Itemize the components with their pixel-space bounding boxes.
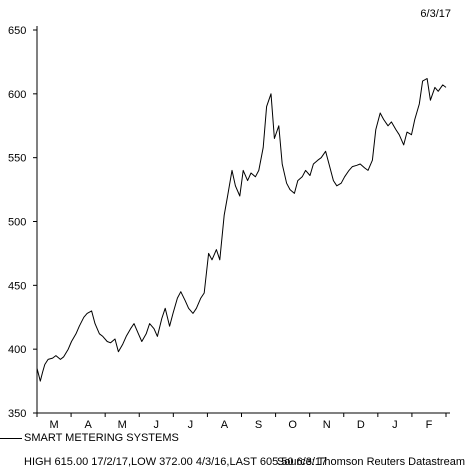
price-series-line	[36, 78, 447, 382]
x-tick-label: J	[154, 419, 160, 431]
series-layer	[36, 78, 447, 382]
x-tick-label: D	[357, 419, 365, 431]
plot-frame	[36, 26, 450, 414]
x-tick-label: M	[118, 419, 127, 431]
y-tick-label: 600	[8, 89, 26, 101]
x-tick-label: M	[49, 419, 58, 431]
x-tick-label: J	[188, 419, 194, 431]
x-tick-label: A	[221, 419, 229, 431]
y-tick-label: 650	[8, 25, 26, 37]
y-tick-label: 500	[8, 217, 26, 229]
x-tick-label: S	[255, 419, 262, 431]
source-credit: Source: Thomson Reuters Datastream	[276, 456, 465, 468]
x-tick-label: N	[323, 419, 331, 431]
x-tick-label: F	[426, 419, 433, 431]
high-low-summary: HIGH 615.00 17/2/17,LOW 372.00 4/3/16,LA…	[24, 456, 328, 468]
y-tick-label: 350	[8, 408, 26, 420]
y-axis: 350 400 450 500 550 600 650	[8, 25, 37, 420]
chart-title: SMART METERING SYSTEMS	[24, 432, 179, 444]
y-tick-label: 400	[8, 344, 26, 356]
title-rule	[0, 438, 22, 439]
x-tick-label: J	[392, 419, 398, 431]
chart-date-label: 6/3/17	[420, 8, 451, 20]
x-tick-label: A	[84, 419, 92, 431]
y-tick-label: 450	[8, 280, 26, 292]
x-tick-label: O	[288, 419, 297, 431]
y-tick-label: 550	[8, 153, 26, 165]
